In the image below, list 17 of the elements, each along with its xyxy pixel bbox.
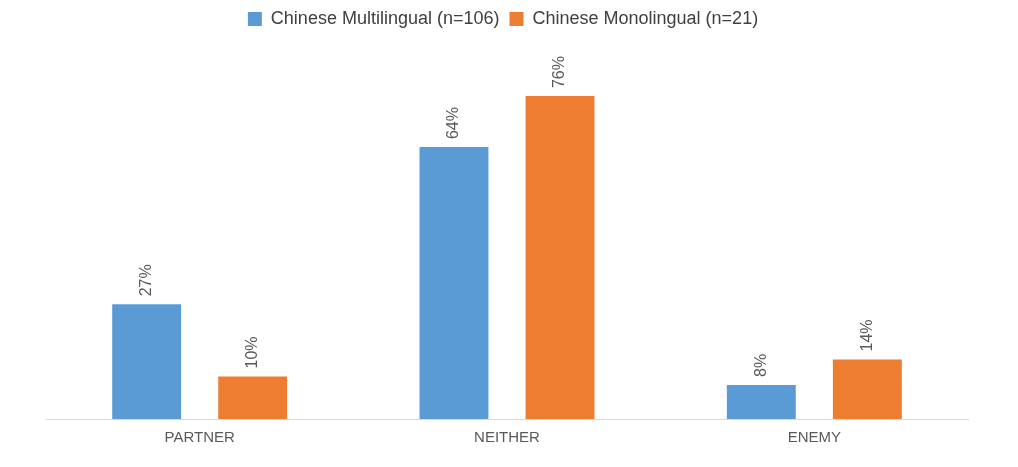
bar xyxy=(525,96,595,419)
bar xyxy=(832,359,902,419)
data-label: 8% xyxy=(751,353,769,378)
bar xyxy=(218,376,288,419)
data-label: 10% xyxy=(243,336,261,369)
legend-label: Chinese Multilingual (n=106) xyxy=(270,7,500,28)
legend-label: Chinese Monolingual (n=21) xyxy=(532,7,759,28)
x-tick-label: PARTNER xyxy=(164,428,235,446)
data-label: 76% xyxy=(550,56,568,89)
bar xyxy=(726,385,796,419)
data-label: 27% xyxy=(137,264,155,297)
x-tick-label: NEITHER xyxy=(474,428,541,446)
data-label: 14% xyxy=(857,319,875,352)
data-label: 64% xyxy=(444,107,462,140)
x-tick-label: ENEMY xyxy=(787,428,842,446)
bar xyxy=(419,147,489,419)
bar xyxy=(112,304,182,419)
